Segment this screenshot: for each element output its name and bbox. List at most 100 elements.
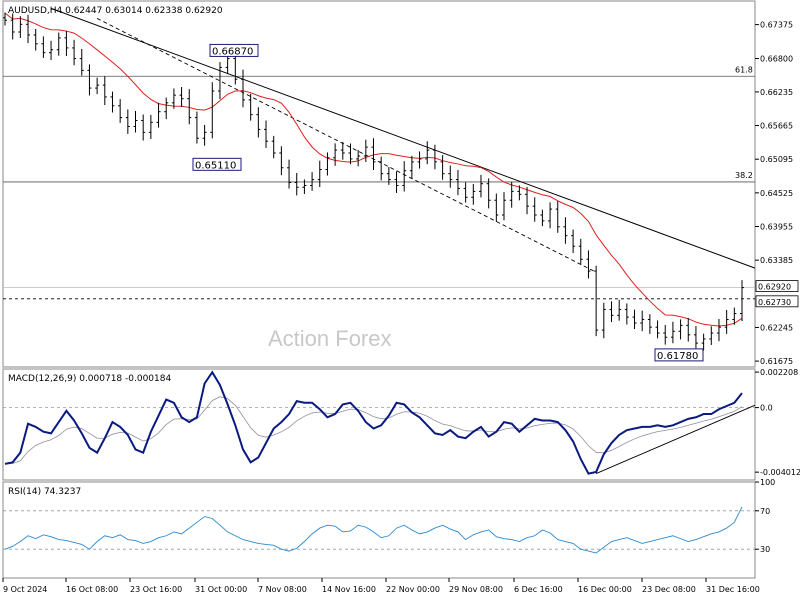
- ohlc-bar: [118, 99, 123, 123]
- ohlc-bar: [287, 159, 292, 189]
- ohlc-bar: [271, 135, 276, 159]
- macd-tick-label: 0.0: [760, 404, 773, 413]
- watermark-text: Action Forex: [268, 326, 392, 351]
- macd-line: [4, 370, 743, 475]
- ohlc-bar: [133, 110, 138, 133]
- price-panel: 0.67375 0.66800 0.66235 0.65665 0.65095 0.645…: [3, 7, 799, 366]
- price-tick-label: 0.66800: [760, 55, 793, 64]
- ohlc-bar: [348, 143, 353, 165]
- ohlc-bar: [724, 309, 729, 334]
- ohlc-bar: [502, 192, 507, 221]
- price-tick-label: 0.65665: [760, 122, 793, 131]
- ohlc-bar: [325, 152, 330, 176]
- price-tick-label: 0.64525: [760, 189, 793, 198]
- price-tick-label: 0.62245: [760, 323, 793, 332]
- ohlc-bar: [632, 309, 637, 330]
- price-header: AUDUSD,H4 0.62447 0.63014 0.62338 0.6292…: [8, 6, 223, 16]
- ohlc-bar: [624, 303, 629, 325]
- ohlc-bar: [240, 69, 245, 108]
- ohlc-bar: [455, 170, 460, 196]
- macd-panel-frame: [2, 368, 756, 481]
- ohlc-bar: [678, 319, 683, 340]
- x-tick-label: 14 Nov 16:00: [322, 585, 376, 594]
- ohlc-bar: [594, 265, 599, 337]
- ohlc-bar: [49, 40, 54, 61]
- ohlc-bar: [548, 202, 553, 229]
- ohlc-bar: [609, 301, 614, 323]
- ohlc-bar: [18, 16, 23, 39]
- ohlc-bar: [26, 14, 31, 44]
- ohlc-bar: [141, 114, 146, 141]
- ohlc-bar: [732, 307, 737, 325]
- ohlc-bar: [248, 93, 253, 121]
- x-tick-label: 9 Oct 2024: [3, 585, 47, 594]
- price-tick-label: 0.65095: [760, 155, 793, 164]
- price-callout-label: 0.65110: [195, 160, 236, 171]
- ohlc-bar: [340, 141, 345, 160]
- rsi-tick-label: 70: [760, 507, 770, 516]
- ohlc-bar: [125, 109, 130, 134]
- ohlc-bar: [540, 209, 545, 227]
- ohlc-bar: [110, 91, 115, 113]
- ohlc-bar: [532, 197, 537, 222]
- ohlc-bar: [463, 182, 468, 203]
- x-tick-label: 7 Nov 08:00: [258, 585, 307, 594]
- x-tick-label: 29 Nov 08:00: [449, 585, 503, 594]
- macd-signal-line: [4, 396, 743, 465]
- x-tick-label: 31 Oct 00:00: [195, 585, 247, 594]
- price-callout-label: 0.61780: [657, 351, 698, 362]
- ohlc-bar: [693, 325, 698, 349]
- macd-panel: 0.002208 0.0 -0.004012: [3, 368, 800, 477]
- price-box-label: 0.62920: [758, 283, 791, 292]
- ohlc-bar: [425, 141, 430, 165]
- ohlc-bar: [333, 143, 338, 166]
- ohlc-bar: [356, 149, 361, 167]
- fib-level-label: 38.2: [735, 171, 753, 180]
- price-callout-label: 0.66870: [212, 46, 253, 57]
- price-callout-box: [192, 157, 242, 171]
- ohlc-bar: [302, 179, 307, 194]
- ohlc-bar: [617, 299, 622, 321]
- ohlc-bar: [156, 102, 161, 128]
- x-tick-label: 16 Oct 08:00: [66, 585, 118, 594]
- macd-header: MACD(12,26,9) 0.000718 -0.000184: [8, 374, 171, 384]
- rsi-panel: 100 70 30: [3, 478, 775, 554]
- ohlc-bar: [494, 193, 499, 222]
- ohlc-bar: [647, 314, 652, 334]
- x-tick-label: 6 Dec 16:00: [514, 585, 563, 594]
- ohlc-bar: [663, 324, 668, 345]
- ohlc-bar: [655, 320, 660, 339]
- ohlc-bar: [486, 178, 491, 209]
- ohlc-bar: [555, 200, 560, 233]
- ohlc-bar: [417, 151, 422, 169]
- rsi-line: [4, 506, 743, 554]
- price-tick-label: 0.66235: [760, 88, 793, 97]
- macd-tick-label: -0.004012: [760, 468, 800, 477]
- ohlc-bar: [148, 114, 153, 140]
- x-tick-label: 23 Dec 08:00: [642, 585, 696, 594]
- ohlc-bar: [478, 174, 483, 198]
- ohlc-bar: [33, 28, 38, 51]
- ohlc-bar: [217, 62, 222, 100]
- price-tick-label: 0.67375: [760, 21, 793, 30]
- ohlc-bar: [64, 31, 69, 57]
- ohlc-bar: [279, 146, 284, 176]
- ohlc-bar: [571, 229, 576, 254]
- ohlc-bar: [310, 172, 315, 191]
- ohlc-bar: [95, 77, 100, 95]
- ohlc-bar: [716, 319, 721, 342]
- price-box-label: 0.62730: [758, 298, 791, 307]
- ohlc-bar: [471, 183, 476, 205]
- ohlc-bar: [740, 280, 744, 322]
- price-tick-label: 0.61675: [760, 357, 793, 366]
- ohlc-bar: [256, 107, 261, 138]
- ohlc-bar: [640, 310, 645, 332]
- ohlc-bar: [72, 39, 77, 66]
- ohlc-bar: [102, 76, 107, 106]
- x-tick-label: 31 Dec 16:00: [706, 585, 760, 594]
- ohlc-bar: [601, 302, 606, 339]
- rsi-header: RSI(14) 74.3237: [8, 487, 81, 497]
- macd-tick-label: 0.002208: [760, 368, 798, 377]
- price-callout-box: [209, 43, 259, 57]
